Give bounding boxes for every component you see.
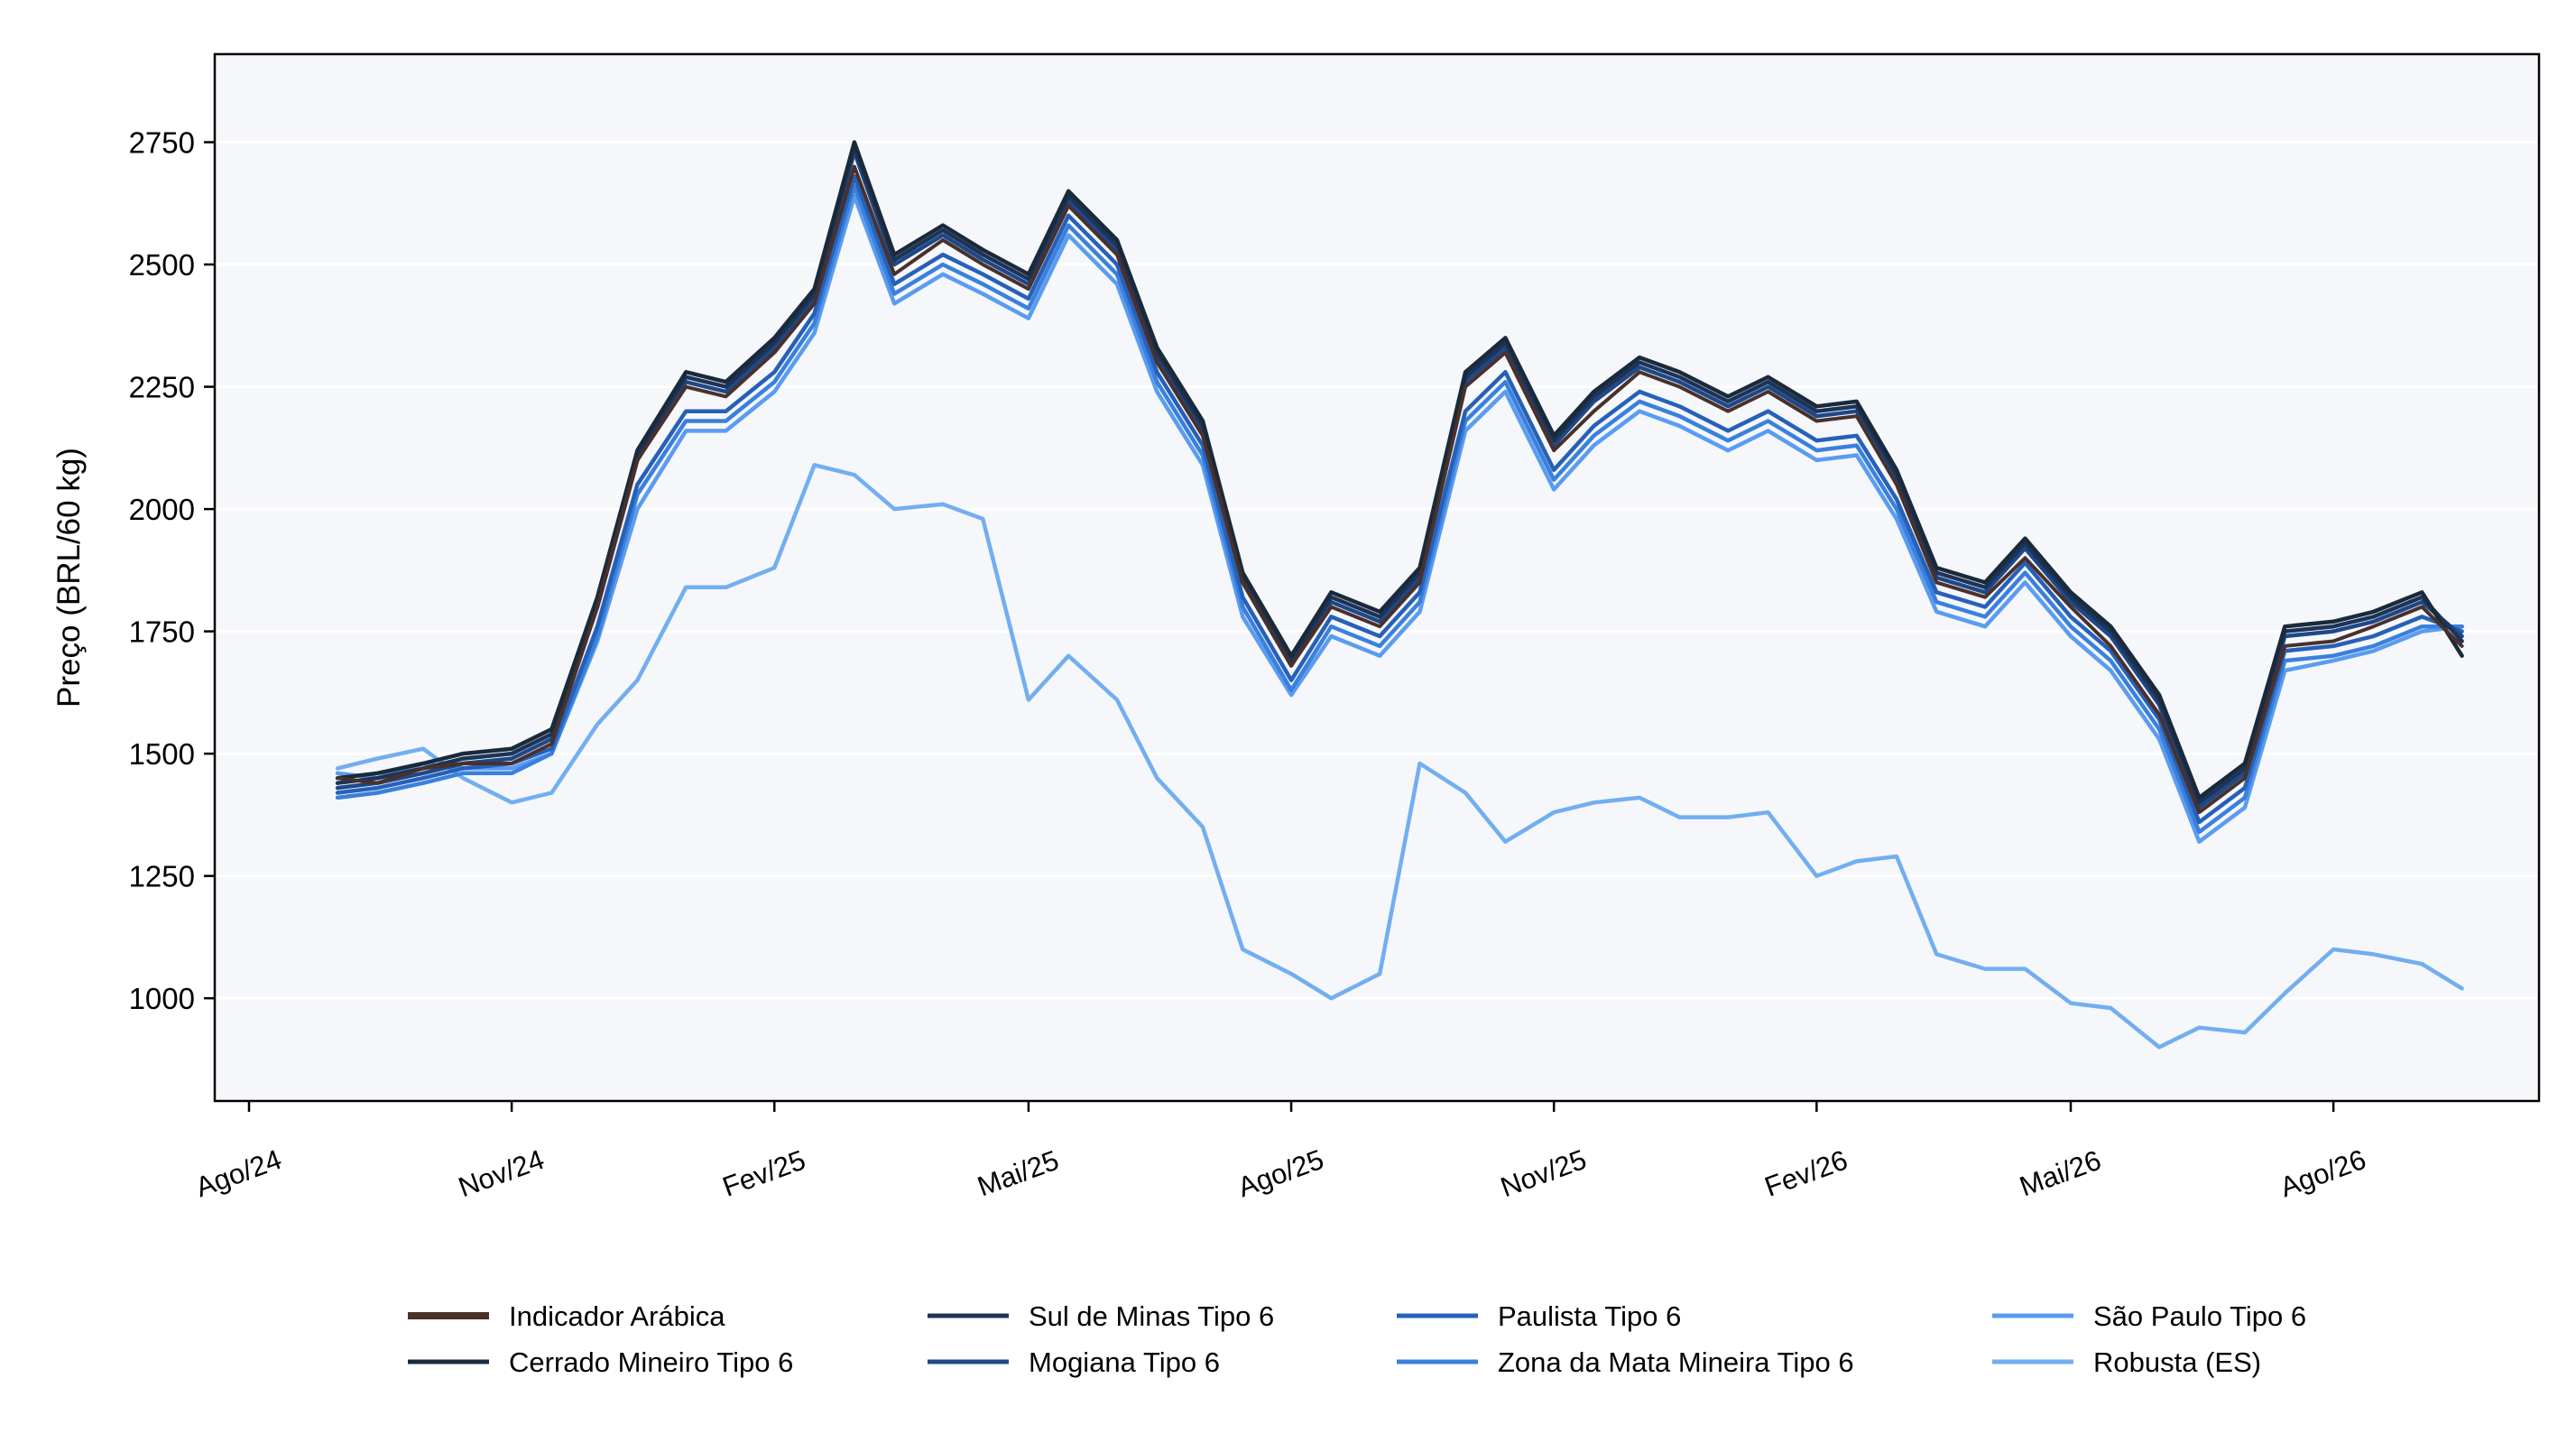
legend: Indicador Arábica Cerrado Mineiro Tipo 6 S… — [408, 1300, 2306, 1378]
legend-label: Zona da Mata Mineira Tipo 6 — [1498, 1346, 1854, 1378]
plot-background — [215, 54, 2539, 1101]
series-line-7 — [335, 463, 2464, 1050]
x-tick-label: Nov/25 — [1496, 1143, 1590, 1203]
x-tick-label: Ago/24 — [191, 1143, 285, 1203]
series-line-5 — [335, 184, 2464, 835]
legend-label: Indicador Arábica — [509, 1300, 725, 1332]
series-line-1 — [335, 140, 2464, 800]
x-tick-label: Mai/26 — [2016, 1144, 2105, 1203]
series-line-3 — [335, 150, 2464, 810]
plot-frame — [213, 52, 2541, 1103]
y-tick-label: 2000 — [129, 493, 195, 526]
x-tick-label: Fev/25 — [718, 1143, 809, 1202]
legend-label: Sul de Minas Tipo 6 — [1029, 1300, 1274, 1332]
series-line-2 — [335, 144, 2464, 805]
legend-label: Cerrado Mineiro Tipo 6 — [509, 1346, 793, 1378]
y-tick-label: 2500 — [129, 248, 195, 282]
y-tick-label: 1750 — [129, 615, 195, 649]
y-tick-label: 1250 — [129, 860, 195, 893]
series-lines — [335, 140, 2464, 1050]
series-line-6 — [335, 193, 2464, 844]
x-tick-label: Mai/25 — [974, 1144, 1063, 1203]
legend-label: Robusta (ES) — [2093, 1346, 2261, 1378]
y-axis-label: Preço (BRL/60 kg) — [51, 448, 87, 708]
y-tick-label: 1500 — [129, 737, 195, 771]
y-tick-label: 1000 — [129, 982, 195, 1015]
y-tick-label: 2250 — [129, 371, 195, 404]
y-tick-label: 2750 — [129, 126, 195, 160]
legend-label: Mogiana Tipo 6 — [1029, 1346, 1220, 1378]
series-line-4 — [335, 174, 2464, 825]
legend-label: Paulista Tipo 6 — [1498, 1300, 1681, 1332]
legend-label: São Paulo Tipo 6 — [2093, 1300, 2306, 1332]
x-tick-label: Ago/26 — [2276, 1143, 2369, 1203]
x-tick-label: Nov/24 — [454, 1143, 548, 1203]
series-line-0 — [336, 164, 2464, 815]
x-tick-label: Ago/25 — [1233, 1143, 1327, 1203]
x-tick-label: Fev/26 — [1760, 1143, 1851, 1202]
